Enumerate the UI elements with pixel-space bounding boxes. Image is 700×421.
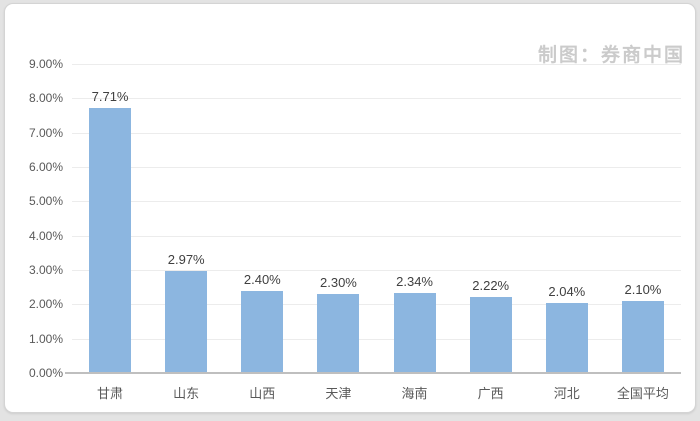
x-axis-category-label: 山东 bbox=[173, 386, 200, 401]
x-axis-category-label: 山西 bbox=[249, 386, 276, 401]
bar-value-label: 2.04% bbox=[548, 283, 586, 299]
bar bbox=[241, 290, 284, 373]
bar-column: 2.40% bbox=[224, 64, 300, 373]
bar-value-label: 2.97% bbox=[167, 252, 205, 268]
x-axis-category-label: 海南 bbox=[401, 386, 428, 401]
y-axis-tick-label: 6.00% bbox=[28, 160, 63, 174]
bar-column: 2.22% bbox=[453, 64, 529, 373]
bar-value-label: 2.40% bbox=[243, 271, 281, 287]
x-axis-category-label: 天津 bbox=[325, 386, 352, 401]
gridline bbox=[72, 338, 681, 340]
bar-value-label: 7.71% bbox=[91, 89, 129, 105]
gridline bbox=[72, 270, 681, 271]
gridline bbox=[72, 132, 681, 134]
x-axis-category-label: 广西 bbox=[477, 386, 504, 401]
x-axis-line bbox=[65, 372, 681, 374]
y-axis-tick-label: 3.00% bbox=[28, 263, 63, 277]
bar-column: 2.34% bbox=[377, 64, 453, 373]
bar bbox=[393, 292, 436, 373]
bar bbox=[165, 271, 208, 373]
bar bbox=[469, 296, 512, 373]
plot-area: 7.71% 2.97% 2.40% 2.30% 2.34% 2.22% 2.04% 2.10% bbox=[72, 64, 681, 373]
bar bbox=[89, 108, 132, 373]
chart-card: 制图：券商中国 0.00% 1.00% 2.00% 3.00% 4.00% 5.00% 6.… bbox=[4, 3, 696, 413]
x-axis-category-label: 甘肃 bbox=[97, 386, 124, 401]
y-axis-labels: 0.00% 1.00% 2.00% 3.00% 4.00% 5.00% 6.00% 7.00%… bbox=[5, 57, 63, 380]
gridline bbox=[72, 201, 681, 203]
bar-value-label: 2.22% bbox=[472, 277, 510, 293]
y-axis-tick-label: 9.00% bbox=[28, 57, 63, 71]
gridline bbox=[72, 235, 681, 237]
y-axis-tick-label: 2.00% bbox=[28, 297, 63, 312]
x-axis-category-label: 全国平均 bbox=[616, 386, 669, 401]
y-axis-tick-label: 7.00% bbox=[28, 125, 63, 140]
gridline bbox=[72, 304, 681, 306]
bar-value-label: 2.10% bbox=[624, 281, 662, 297]
bar-value-label: 2.30% bbox=[320, 275, 357, 291]
gridline bbox=[72, 167, 681, 168]
bar-column: 2.10% bbox=[605, 64, 681, 373]
bar bbox=[317, 294, 360, 373]
bar-column: 2.30% bbox=[300, 64, 376, 373]
bar bbox=[545, 302, 588, 373]
y-axis-tick-label: 1.00% bbox=[28, 331, 63, 346]
bar-column: 7.71% bbox=[72, 64, 148, 373]
bar-column: 2.04% bbox=[529, 64, 605, 373]
bar-column: 2.97% bbox=[148, 64, 224, 373]
bar bbox=[621, 300, 664, 373]
y-axis-tick-label: 0.00% bbox=[28, 366, 63, 380]
y-axis-tick-label: 8.00% bbox=[28, 91, 63, 106]
bar-value-label: 2.34% bbox=[396, 273, 433, 289]
chart-attribution: 制图：券商中国 bbox=[537, 45, 685, 66]
x-axis-category-label: 河北 bbox=[553, 386, 580, 401]
bar-series: 7.71% 2.97% 2.40% 2.30% 2.34% 2.22% 2.04% 2.10% bbox=[72, 64, 681, 373]
gridline bbox=[72, 64, 681, 65]
y-axis-tick-label: 4.00% bbox=[28, 228, 63, 243]
gridline bbox=[72, 98, 681, 100]
x-axis-labels: 甘肃 山东 山西 天津 海南 广西 河北 全国平均 bbox=[72, 383, 681, 402]
y-axis-tick-label: 5.00% bbox=[28, 194, 63, 209]
